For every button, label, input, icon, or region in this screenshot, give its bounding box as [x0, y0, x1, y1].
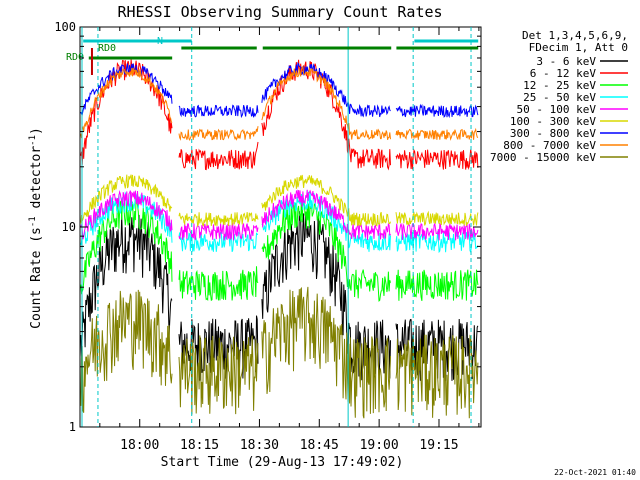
annotation-layer: RD0 RD0 N — [66, 27, 479, 427]
legend-label: 12 - 25 keV — [523, 79, 596, 92]
y-label-tail: detector — [29, 146, 44, 217]
legend-label: 100 - 300 keV — [510, 115, 596, 128]
legend-label: 300 - 800 keV — [510, 127, 596, 140]
legend-label: 6 - 12 keV — [530, 67, 597, 80]
x-tick-label: 18:00 — [120, 438, 159, 453]
series-line-1 — [80, 210, 479, 381]
y-label-sup2: -1 — [28, 135, 38, 146]
series-line-3 — [80, 196, 479, 302]
series-line-6 — [80, 174, 479, 228]
x-tick-label: 19:15 — [419, 438, 458, 453]
legend-header-line-2: FDecim 1, Att 0 — [529, 41, 628, 54]
legend-label: 7000 - 15000 keV — [490, 151, 596, 164]
series-line-8 — [80, 65, 479, 142]
y-axis-label: Count Rate (s-1 detector-1) — [28, 127, 44, 329]
y-label-sup1: -1 — [28, 216, 38, 227]
y-tick-label: 100 — [54, 20, 76, 34]
legend-label: 800 - 7000 keV — [503, 139, 596, 152]
rd0-label-lower: RD0 — [66, 52, 84, 63]
x-tick-label: 18:45 — [300, 438, 339, 453]
legend-label: 50 - 100 keV — [517, 103, 597, 116]
axis-layer: 1 10 100 18:00 18:15 18:30 18:45 19:00 19:15 — [54, 20, 481, 453]
x-tick-label: 18:30 — [240, 438, 279, 453]
data-layer — [80, 59, 479, 419]
legend-header-line-1: Det 1,3,4,5,6,9, — [522, 29, 628, 42]
y-label-end: ) — [29, 127, 44, 135]
series-line-9 — [80, 286, 479, 419]
y-tick-label: 10 — [62, 220, 76, 234]
y-label-main: Count Rate (s — [29, 227, 44, 329]
series-line-7 — [80, 61, 479, 119]
x-axis-label: Start Time (29-Aug-13 17:49:02) — [161, 455, 404, 470]
series-line-5 — [80, 189, 479, 241]
x-tick-label: 18:15 — [180, 438, 219, 453]
legend-label: 25 - 50 keV — [523, 91, 596, 104]
x-tick-label: 19:00 — [360, 438, 399, 453]
y-tick-label: 1 — [69, 420, 76, 434]
rd0-label-upper: RD0 — [98, 43, 116, 54]
footer-date: 22-Oct-2021 01:40 — [554, 468, 636, 477]
chart-title: RHESSI Observing Summary Count Rates — [117, 3, 442, 21]
legend: Det 1,3,4,5,6,9, FDecim 1, Att 0 3 - 6 k… — [490, 29, 628, 164]
legend-label: 3 - 6 keV — [536, 55, 596, 68]
